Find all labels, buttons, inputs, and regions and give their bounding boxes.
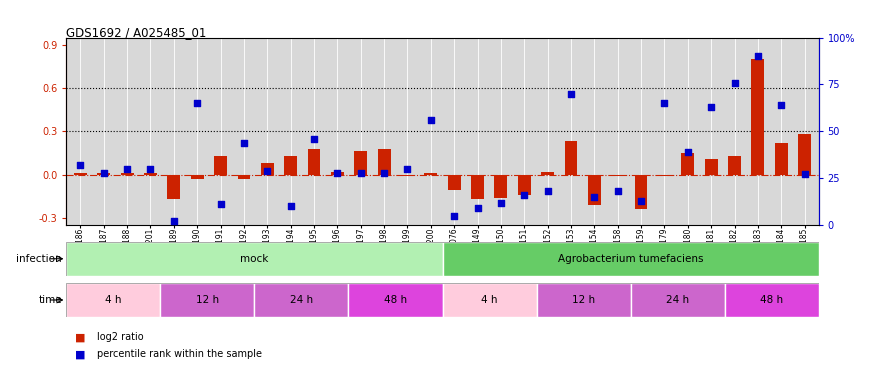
Point	[354, 170, 368, 176]
Text: Agrobacterium tumefaciens: Agrobacterium tumefaciens	[558, 254, 704, 264]
Bar	[284, 156, 297, 174]
Point	[750, 53, 765, 59]
Text: 4 h: 4 h	[481, 295, 497, 305]
Bar	[167, 174, 181, 199]
Bar	[237, 174, 250, 179]
Point	[797, 171, 812, 177]
Bar	[349, 283, 442, 317]
Text: time: time	[38, 295, 62, 305]
Point	[588, 194, 602, 200]
Bar	[612, 174, 624, 176]
Text: 48 h: 48 h	[760, 295, 783, 305]
Text: ■: ■	[75, 350, 86, 359]
Bar	[255, 283, 349, 317]
Point	[541, 188, 555, 194]
Text: log2 ratio: log2 ratio	[97, 333, 144, 342]
Bar	[542, 172, 554, 174]
Bar	[681, 153, 694, 174]
Text: mock: mock	[240, 254, 269, 264]
Text: percentile rank within the sample: percentile rank within the sample	[97, 350, 262, 359]
Bar	[425, 173, 437, 174]
Point	[494, 200, 508, 206]
Bar	[442, 242, 819, 276]
Point	[213, 201, 227, 207]
Bar	[191, 174, 204, 179]
Point	[283, 203, 297, 209]
Point	[120, 166, 135, 172]
Bar	[725, 283, 819, 317]
Point	[377, 170, 391, 176]
Point	[424, 117, 438, 123]
Bar	[798, 134, 811, 174]
Point	[73, 162, 88, 168]
Text: 24 h: 24 h	[290, 295, 313, 305]
Point	[517, 192, 531, 198]
Point	[681, 149, 695, 155]
Bar	[518, 174, 531, 195]
Point	[634, 198, 648, 204]
Point	[260, 168, 274, 174]
Bar	[775, 143, 788, 174]
Bar	[728, 156, 741, 174]
Text: 12 h: 12 h	[196, 295, 219, 305]
Bar	[442, 283, 536, 317]
Point	[658, 100, 672, 106]
Point	[237, 140, 251, 146]
Bar	[261, 163, 273, 174]
Bar	[471, 174, 484, 199]
Bar	[635, 174, 648, 209]
Bar	[536, 283, 630, 317]
Bar	[66, 242, 442, 276]
Bar	[378, 148, 390, 174]
Point	[330, 170, 344, 176]
Text: 12 h: 12 h	[572, 295, 595, 305]
Point	[774, 102, 789, 108]
Bar	[331, 172, 343, 174]
Bar	[144, 173, 157, 174]
Text: infection: infection	[16, 254, 62, 264]
Point	[471, 205, 485, 211]
Point	[727, 80, 742, 86]
Bar	[704, 159, 718, 174]
Text: 48 h: 48 h	[384, 295, 407, 305]
Point	[166, 218, 181, 224]
Point	[704, 104, 719, 110]
Bar	[97, 173, 110, 174]
Text: GDS1692 / A025485_01: GDS1692 / A025485_01	[66, 26, 207, 39]
Bar	[588, 174, 601, 205]
Point	[190, 100, 204, 106]
Bar	[308, 148, 320, 174]
Bar	[214, 156, 227, 174]
Point	[400, 166, 414, 172]
Bar	[448, 174, 460, 190]
Point	[611, 188, 625, 194]
Bar	[630, 283, 725, 317]
Point	[96, 170, 111, 176]
Point	[143, 166, 158, 172]
Bar	[658, 174, 671, 176]
Bar	[751, 59, 765, 174]
Point	[564, 91, 578, 97]
Bar	[120, 173, 134, 174]
Bar	[74, 173, 87, 174]
Bar	[565, 141, 577, 174]
Bar	[495, 174, 507, 198]
Bar	[160, 283, 255, 317]
Bar	[401, 174, 414, 176]
Bar	[354, 152, 367, 174]
Point	[307, 136, 321, 142]
Bar	[66, 283, 160, 317]
Text: 4 h: 4 h	[105, 295, 121, 305]
Text: 24 h: 24 h	[666, 295, 689, 305]
Point	[447, 213, 461, 219]
Text: ■: ■	[75, 333, 86, 342]
